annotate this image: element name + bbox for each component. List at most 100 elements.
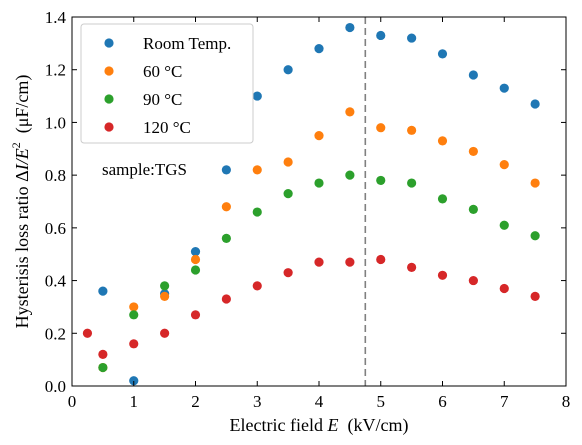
data-point bbox=[98, 362, 108, 373]
data-point bbox=[376, 30, 386, 41]
data-point bbox=[129, 302, 139, 312]
data-point bbox=[252, 91, 262, 101]
data-point bbox=[376, 123, 386, 133]
x-tick-label: 6 bbox=[438, 392, 447, 411]
data-point bbox=[314, 257, 324, 267]
y-tick-label: 1.2 bbox=[45, 61, 66, 80]
data-point bbox=[314, 131, 324, 141]
data-point bbox=[376, 175, 386, 186]
data-point bbox=[221, 294, 231, 304]
data-point bbox=[221, 165, 231, 175]
data-point bbox=[437, 194, 448, 204]
legend-box bbox=[80, 23, 254, 144]
data-point bbox=[98, 286, 108, 296]
legend-marker bbox=[104, 122, 114, 132]
data-point bbox=[160, 328, 170, 338]
data-point bbox=[190, 246, 201, 257]
legend-label: Room Temp. bbox=[143, 34, 231, 53]
data-point bbox=[407, 178, 417, 188]
x-tick-label: 7 bbox=[500, 392, 509, 411]
plot-area bbox=[82, 17, 540, 386]
data-point bbox=[437, 49, 448, 59]
y-axis-title-prefix: Hysterisis loss ratio Δ bbox=[12, 170, 32, 328]
data-point bbox=[98, 349, 108, 359]
y-tick-label: 0.8 bbox=[45, 166, 66, 185]
data-point bbox=[252, 281, 262, 291]
y-axis-title: Hysterisis loss ratio ΔI/E2 (μF/cm) bbox=[9, 75, 33, 329]
y-axis-title-var: I/E bbox=[12, 148, 32, 171]
tick-labels: 0 1 2 3 4 5 6 7 8 0.0 0.2 0.4 0.6 0.8 1.0 1.2 1.4 bbox=[45, 8, 571, 411]
plot-frame bbox=[71, 16, 567, 387]
data-point bbox=[530, 99, 540, 109]
data-point bbox=[129, 339, 139, 349]
legend-marker bbox=[104, 94, 114, 104]
data-point bbox=[314, 178, 324, 188]
x-axis-title: Electric field E (kV/cm) bbox=[230, 415, 409, 436]
data-point bbox=[437, 136, 448, 146]
x-tick-label: 5 bbox=[377, 392, 386, 411]
data-point bbox=[345, 257, 355, 267]
data-point bbox=[345, 170, 355, 180]
x-axis-title-var: E bbox=[326, 415, 338, 435]
data-point bbox=[283, 65, 293, 75]
data-point bbox=[221, 202, 231, 212]
data-point bbox=[190, 310, 201, 320]
x-axis-title-prefix: Electric field bbox=[230, 415, 328, 435]
y-tick-label: 0.0 bbox=[45, 377, 66, 396]
data-point bbox=[82, 328, 93, 338]
data-point bbox=[190, 265, 201, 275]
x-axis-title-units: (kV/cm) bbox=[338, 415, 408, 436]
legend-marker bbox=[104, 66, 114, 76]
data-point bbox=[468, 70, 478, 80]
data-point bbox=[468, 146, 478, 157]
data-point bbox=[499, 83, 509, 93]
y-axis-title-sup: 2 bbox=[9, 142, 23, 148]
data-point bbox=[252, 165, 262, 175]
legend-label: 60 °C bbox=[143, 62, 182, 81]
data-point bbox=[468, 275, 478, 286]
x-tick-label: 1 bbox=[130, 392, 139, 411]
data-point bbox=[407, 33, 417, 43]
data-point bbox=[499, 220, 509, 230]
data-point bbox=[530, 231, 540, 241]
x-tick-label: 8 bbox=[562, 392, 571, 411]
data-point bbox=[345, 22, 355, 33]
data-point bbox=[283, 188, 293, 199]
series-2 bbox=[98, 170, 540, 373]
data-point bbox=[345, 107, 355, 117]
data-point bbox=[437, 270, 448, 280]
legend-marker bbox=[104, 38, 114, 48]
data-point bbox=[160, 291, 170, 301]
data-point bbox=[407, 125, 417, 135]
data-point bbox=[468, 204, 478, 215]
data-point bbox=[530, 291, 540, 301]
x-tick-label: 4 bbox=[315, 392, 324, 411]
series-3 bbox=[82, 254, 540, 359]
series-0 bbox=[98, 22, 540, 386]
legend-label: 120 °C bbox=[143, 118, 191, 137]
x-tick-label: 0 bbox=[68, 392, 77, 411]
y-tick-label: 1.4 bbox=[45, 8, 67, 27]
data-point bbox=[499, 160, 509, 170]
data-point bbox=[190, 254, 201, 265]
data-point bbox=[314, 44, 324, 54]
x-tick-label: 2 bbox=[191, 392, 200, 411]
legend-label: 90 °C bbox=[143, 90, 182, 109]
y-tick-label: 0.2 bbox=[45, 324, 66, 343]
sample-annotation: sample:TGS bbox=[102, 160, 187, 179]
y-tick-label: 0.4 bbox=[45, 272, 67, 291]
legend: Room Temp. 60 °C 90 °C 120 °C bbox=[80, 23, 254, 144]
data-point bbox=[129, 376, 139, 386]
data-point bbox=[283, 157, 293, 167]
data-point bbox=[376, 254, 386, 265]
data-point bbox=[160, 281, 170, 291]
data-point bbox=[530, 178, 540, 188]
data-point bbox=[221, 233, 231, 243]
x-tick-label: 3 bbox=[253, 392, 262, 411]
data-point bbox=[499, 283, 509, 294]
data-point bbox=[283, 268, 293, 278]
data-point bbox=[129, 310, 139, 320]
data-point bbox=[252, 207, 262, 217]
y-tick-label: 0.6 bbox=[45, 219, 66, 238]
